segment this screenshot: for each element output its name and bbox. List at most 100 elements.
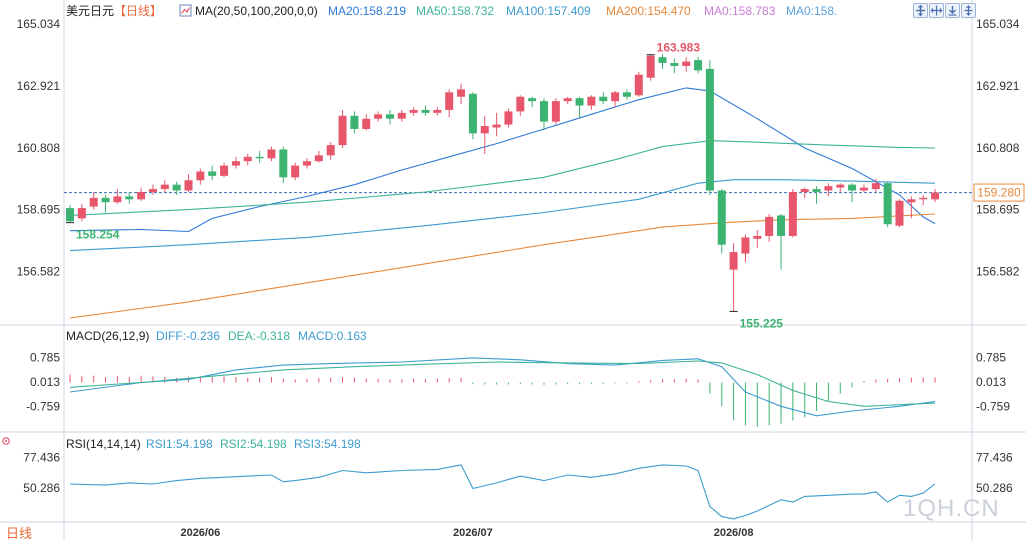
macd-legend: MACD(26,12,9) DIFF:-0.236 DEA:-0.318 MAC… (66, 329, 367, 343)
restore-icon[interactable] (913, 3, 928, 18)
candle-up (504, 111, 513, 125)
current-price-tag: 159.280 (973, 183, 1025, 202)
expand-icon[interactable] (961, 3, 976, 18)
macd-diff-line (69, 357, 936, 417)
ma-label: MA200:154.470 (606, 4, 691, 18)
y-tick-label-left: 160.808 (17, 141, 61, 155)
y-tick-label-right: -0.759 (976, 400, 1010, 414)
candle-up (931, 192, 940, 200)
candle-up (741, 237, 750, 254)
candle-up (433, 109, 442, 113)
candle-up (788, 191, 797, 236)
rsi-legend: RSI(14,14,14) RSI1:54.198 RSI2:54.198 RS… (2, 437, 361, 451)
y-tick-label-right: 0.013 (976, 375, 1006, 389)
candlestick-layer (66, 54, 940, 312)
candle-up (646, 55, 655, 78)
candle-down (279, 149, 288, 178)
y-tick-label-right: 158.695 (976, 203, 1020, 217)
high-price-label: 163.983 (657, 41, 701, 55)
x-tick-label: 2026/08 (714, 527, 754, 539)
symbol-label: 美元日元 (66, 4, 114, 18)
ma-label: MA20:158.219 (328, 4, 406, 18)
macd-layer (69, 357, 936, 427)
minimize-icon[interactable] (929, 3, 944, 18)
ma20-line (69, 87, 936, 233)
candle-up (231, 161, 240, 166)
rsi2-label: RSI2:54.198 (220, 437, 287, 451)
macd-value-label: MACD:0.163 (298, 329, 367, 343)
candle-down (622, 92, 631, 97)
candle-up (682, 61, 691, 66)
candle-up (895, 200, 904, 226)
candle-up (859, 187, 868, 191)
download-icon[interactable] (945, 3, 960, 18)
candle-up (160, 184, 169, 190)
candle-down (848, 184, 857, 191)
indicator-toggle-icon[interactable] (2, 437, 10, 445)
ma200-line (69, 213, 936, 319)
candle-up (397, 112, 406, 119)
rsi1-label: RSI1:54.198 (146, 437, 213, 451)
y-tick-label-left: 158.695 (17, 203, 61, 217)
candle-up (303, 161, 311, 166)
footer-period-label[interactable]: 日线 (6, 526, 32, 541)
candle-up (409, 109, 418, 113)
y-tick-label-right: 160.808 (976, 141, 1020, 155)
y-tick-label-left: 162.921 (17, 79, 61, 93)
annotation-layer: 163.983 155.225 158.254 (66, 41, 784, 330)
ma-label: MA0:158. (786, 4, 837, 18)
candle-down (66, 208, 74, 222)
candle-down (658, 57, 667, 64)
candle-up (611, 92, 620, 102)
low-price-label: 155.225 (740, 316, 784, 330)
watermark: 1QH.CN (903, 495, 1000, 522)
candle-up (457, 89, 466, 97)
y-tick-label-right: 162.921 (976, 79, 1020, 93)
candle-up (445, 92, 454, 110)
candle-up (243, 156, 252, 162)
candle-down (883, 183, 892, 225)
indicator-settings-icon[interactable] (179, 4, 192, 17)
rsi-line (69, 464, 936, 520)
candle-up (113, 196, 122, 203)
candle-up (836, 184, 845, 188)
candle-up (919, 197, 928, 200)
price-legend: 美元日元 【日线】 MA(20,50,100,200,0,0) MA20:158… (66, 4, 837, 18)
candle-up (551, 101, 560, 122)
y-tick-label-right: 50.286 (976, 481, 1013, 495)
candle-up (184, 180, 193, 191)
candle-up (362, 118, 371, 129)
candle-up (137, 191, 146, 200)
candle-up (326, 145, 335, 156)
y-tick-label-left: 0.013 (30, 375, 60, 389)
candle-down (528, 98, 537, 102)
candle-down (812, 189, 821, 192)
period-label[interactable]: 【日线】 (114, 4, 162, 18)
candle-up (492, 124, 501, 128)
candle-down (717, 190, 726, 245)
y-tick-label-right: 156.582 (976, 265, 1020, 279)
macd-dea-label: DEA:-0.318 (228, 329, 290, 343)
y-tick-label-left: 156.582 (17, 265, 61, 279)
y-tick-label-left: 0.785 (30, 351, 60, 365)
candle-down (670, 63, 679, 66)
ma-label: MA100:157.409 (506, 4, 591, 18)
candle-up (89, 197, 98, 207)
ma-params-label: MA(20,50,100,200,0,0) (195, 4, 318, 18)
candle-up (314, 155, 323, 162)
y-tick-label-left: -0.759 (26, 400, 60, 414)
x-tick-label: 2026/07 (453, 527, 493, 539)
candle-down (777, 215, 785, 236)
y-tick-label-left: 165.034 (17, 17, 61, 31)
candle-down (575, 98, 584, 106)
low-price-label: 158.254 (76, 228, 120, 242)
candle-up (267, 149, 276, 159)
candle-up (220, 165, 229, 176)
candle-up (374, 114, 383, 119)
candle-down (705, 68, 714, 191)
candle-down (172, 184, 181, 191)
candle-up (765, 216, 774, 236)
candle-up (338, 115, 347, 146)
